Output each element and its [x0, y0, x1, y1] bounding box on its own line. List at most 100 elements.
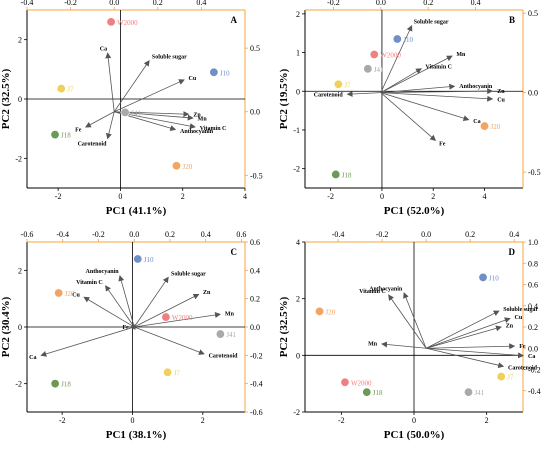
loading-label: Vitamin C — [359, 289, 386, 295]
score-point — [171, 161, 181, 171]
loading-label: Zn — [506, 324, 514, 330]
top-tick-label: -0.4 — [332, 230, 345, 239]
score-point — [315, 306, 325, 316]
score-label: J10 — [403, 36, 413, 44]
score-label: J41 — [475, 389, 485, 397]
left-tick-label: 2 — [296, 295, 300, 304]
bottom-tick-label: -2 — [338, 416, 345, 425]
right-tick-label: 0.8 — [528, 259, 538, 268]
top-tick-label: 0.0 — [376, 0, 386, 7]
top-tick-label: 0.2 — [153, 0, 163, 7]
right-tick-label: 0.5 — [250, 44, 260, 53]
score-point — [120, 107, 130, 117]
left-tick-label: 0 — [296, 351, 300, 360]
panel-letter: D — [509, 247, 516, 257]
right-tick-label: -0.4 — [528, 387, 541, 396]
right-tick-label: 0.5 — [528, 9, 538, 18]
panel-letter: A — [231, 15, 238, 25]
top-tick-label: -0.2 — [327, 0, 340, 7]
left-tick-label: 2 — [296, 10, 300, 19]
loading-arrow-anthocyanin — [380, 83, 456, 94]
top-tick-label: 0.4 — [509, 230, 519, 239]
right-tick-label: 0.0 — [528, 89, 538, 98]
loading-label: Ca — [100, 46, 107, 52]
left-tick-label: -2 — [15, 380, 22, 389]
score-point — [50, 130, 60, 140]
loading-arrow-fe — [380, 92, 437, 141]
top-tick-label: 0.0 — [129, 230, 139, 239]
score-label: J18 — [342, 171, 352, 179]
loading-arrow-carotenoid — [346, 90, 381, 97]
score-label: J20 — [326, 308, 336, 316]
loading-arrow-carotenoid — [105, 111, 115, 140]
score-point — [161, 312, 171, 322]
loading-label: Ca — [29, 355, 36, 361]
loading-arrow-soluble-sugar — [380, 24, 413, 93]
x-axis-title: PC1 (38.1%) — [106, 429, 167, 441]
bottom-tick-label: 4 — [243, 192, 247, 201]
right-tick-label: 0.0 — [250, 323, 260, 332]
left-tick-label: 0 — [296, 87, 300, 96]
left-tick-label: 4 — [296, 238, 300, 247]
loading-label: Vitamin C — [76, 280, 103, 286]
bottom-tick-label: -2 — [55, 192, 62, 201]
top-tick-label: 0.2 — [423, 0, 433, 7]
loading-arrow-mn — [134, 312, 221, 328]
loading-arrow-vitamin-c — [380, 68, 422, 93]
top-tick-label: -0.2 — [64, 0, 77, 7]
left-tick-label: 0 — [18, 95, 22, 104]
score-point — [340, 377, 350, 387]
score-point — [209, 67, 219, 77]
x-axis-title: PC1 (52.0%) — [384, 205, 445, 217]
loading-label: Ca — [528, 354, 535, 360]
right-tick-label: 0.2 — [528, 323, 538, 332]
score-label: J7 — [67, 86, 74, 94]
loading-label: Vitamin C — [200, 126, 227, 132]
score-point — [163, 367, 173, 377]
right-tick-label: 0.4 — [528, 302, 538, 311]
bottom-tick-label: 2 — [431, 192, 435, 201]
loading-arrow-anthocyanin — [118, 275, 135, 328]
loading-arrow-zn — [380, 88, 494, 95]
loading-arrow-zn — [134, 293, 200, 328]
score-label: J10 — [144, 256, 154, 264]
loading-label: Carotenoid — [314, 92, 344, 98]
right-tick-label: 0.2 — [250, 295, 260, 304]
score-point — [363, 64, 373, 74]
score-point — [54, 288, 64, 298]
top-tick-label: -0.4 — [21, 0, 34, 7]
loading-label: Anthocyanin — [459, 84, 493, 90]
loading-arrow-fe — [84, 111, 115, 128]
y-axis-title: PC2 (32.5%) — [0, 68, 12, 129]
loading-arrow-vitamin-c — [105, 285, 135, 328]
panel-d: -2 0 2 -2 0 2 4 -0.4 -0.2 0.0 0.2 0.4 1.0 0.8 0.6 0.4 0.… — [278, 230, 541, 441]
loading-label: Cu — [72, 293, 80, 299]
loading-label: Zn — [497, 89, 505, 95]
top-tick-label: 0.4 — [196, 0, 206, 7]
score-point — [333, 79, 343, 89]
right-tick-label: 0.6 — [250, 238, 260, 247]
score-label: W2000 — [380, 52, 401, 60]
bottom-tick-label: 0 — [380, 192, 384, 201]
loading-arrow-ca — [380, 92, 470, 122]
left-tick-label: -1 — [293, 126, 300, 135]
loading-arrow-zn — [426, 325, 502, 349]
loading-label: Ca — [473, 119, 480, 125]
top-tick-label: 0.6 — [236, 230, 246, 239]
left-tick-label: -2 — [15, 154, 22, 163]
bottom-tick-label: 0 — [118, 192, 122, 201]
right-tick-label: 0.4 — [250, 266, 260, 275]
loading-arrow-soluble-sugar — [133, 276, 169, 328]
right-tick-label: 0.0 — [250, 108, 260, 117]
y-axis-title: PC2 (30.4%) — [0, 296, 12, 357]
loading-label: Fe — [439, 142, 446, 148]
loading-label: Mn — [225, 312, 235, 318]
score-label: J10 — [489, 274, 499, 282]
score-point — [362, 387, 372, 397]
score-point — [133, 254, 143, 264]
panel-b: -2 0 2 4 -2 -1 0 1 2 -0.2 0.0 0.2 0.4 0.5 0.0 -0.5 PC1 (… — [278, 0, 541, 217]
top-tick-label: -0.4 — [56, 230, 69, 239]
bottom-tick-label: 2 — [485, 416, 489, 425]
score-label: J41 — [226, 331, 236, 339]
score-label: J41 — [374, 66, 384, 74]
